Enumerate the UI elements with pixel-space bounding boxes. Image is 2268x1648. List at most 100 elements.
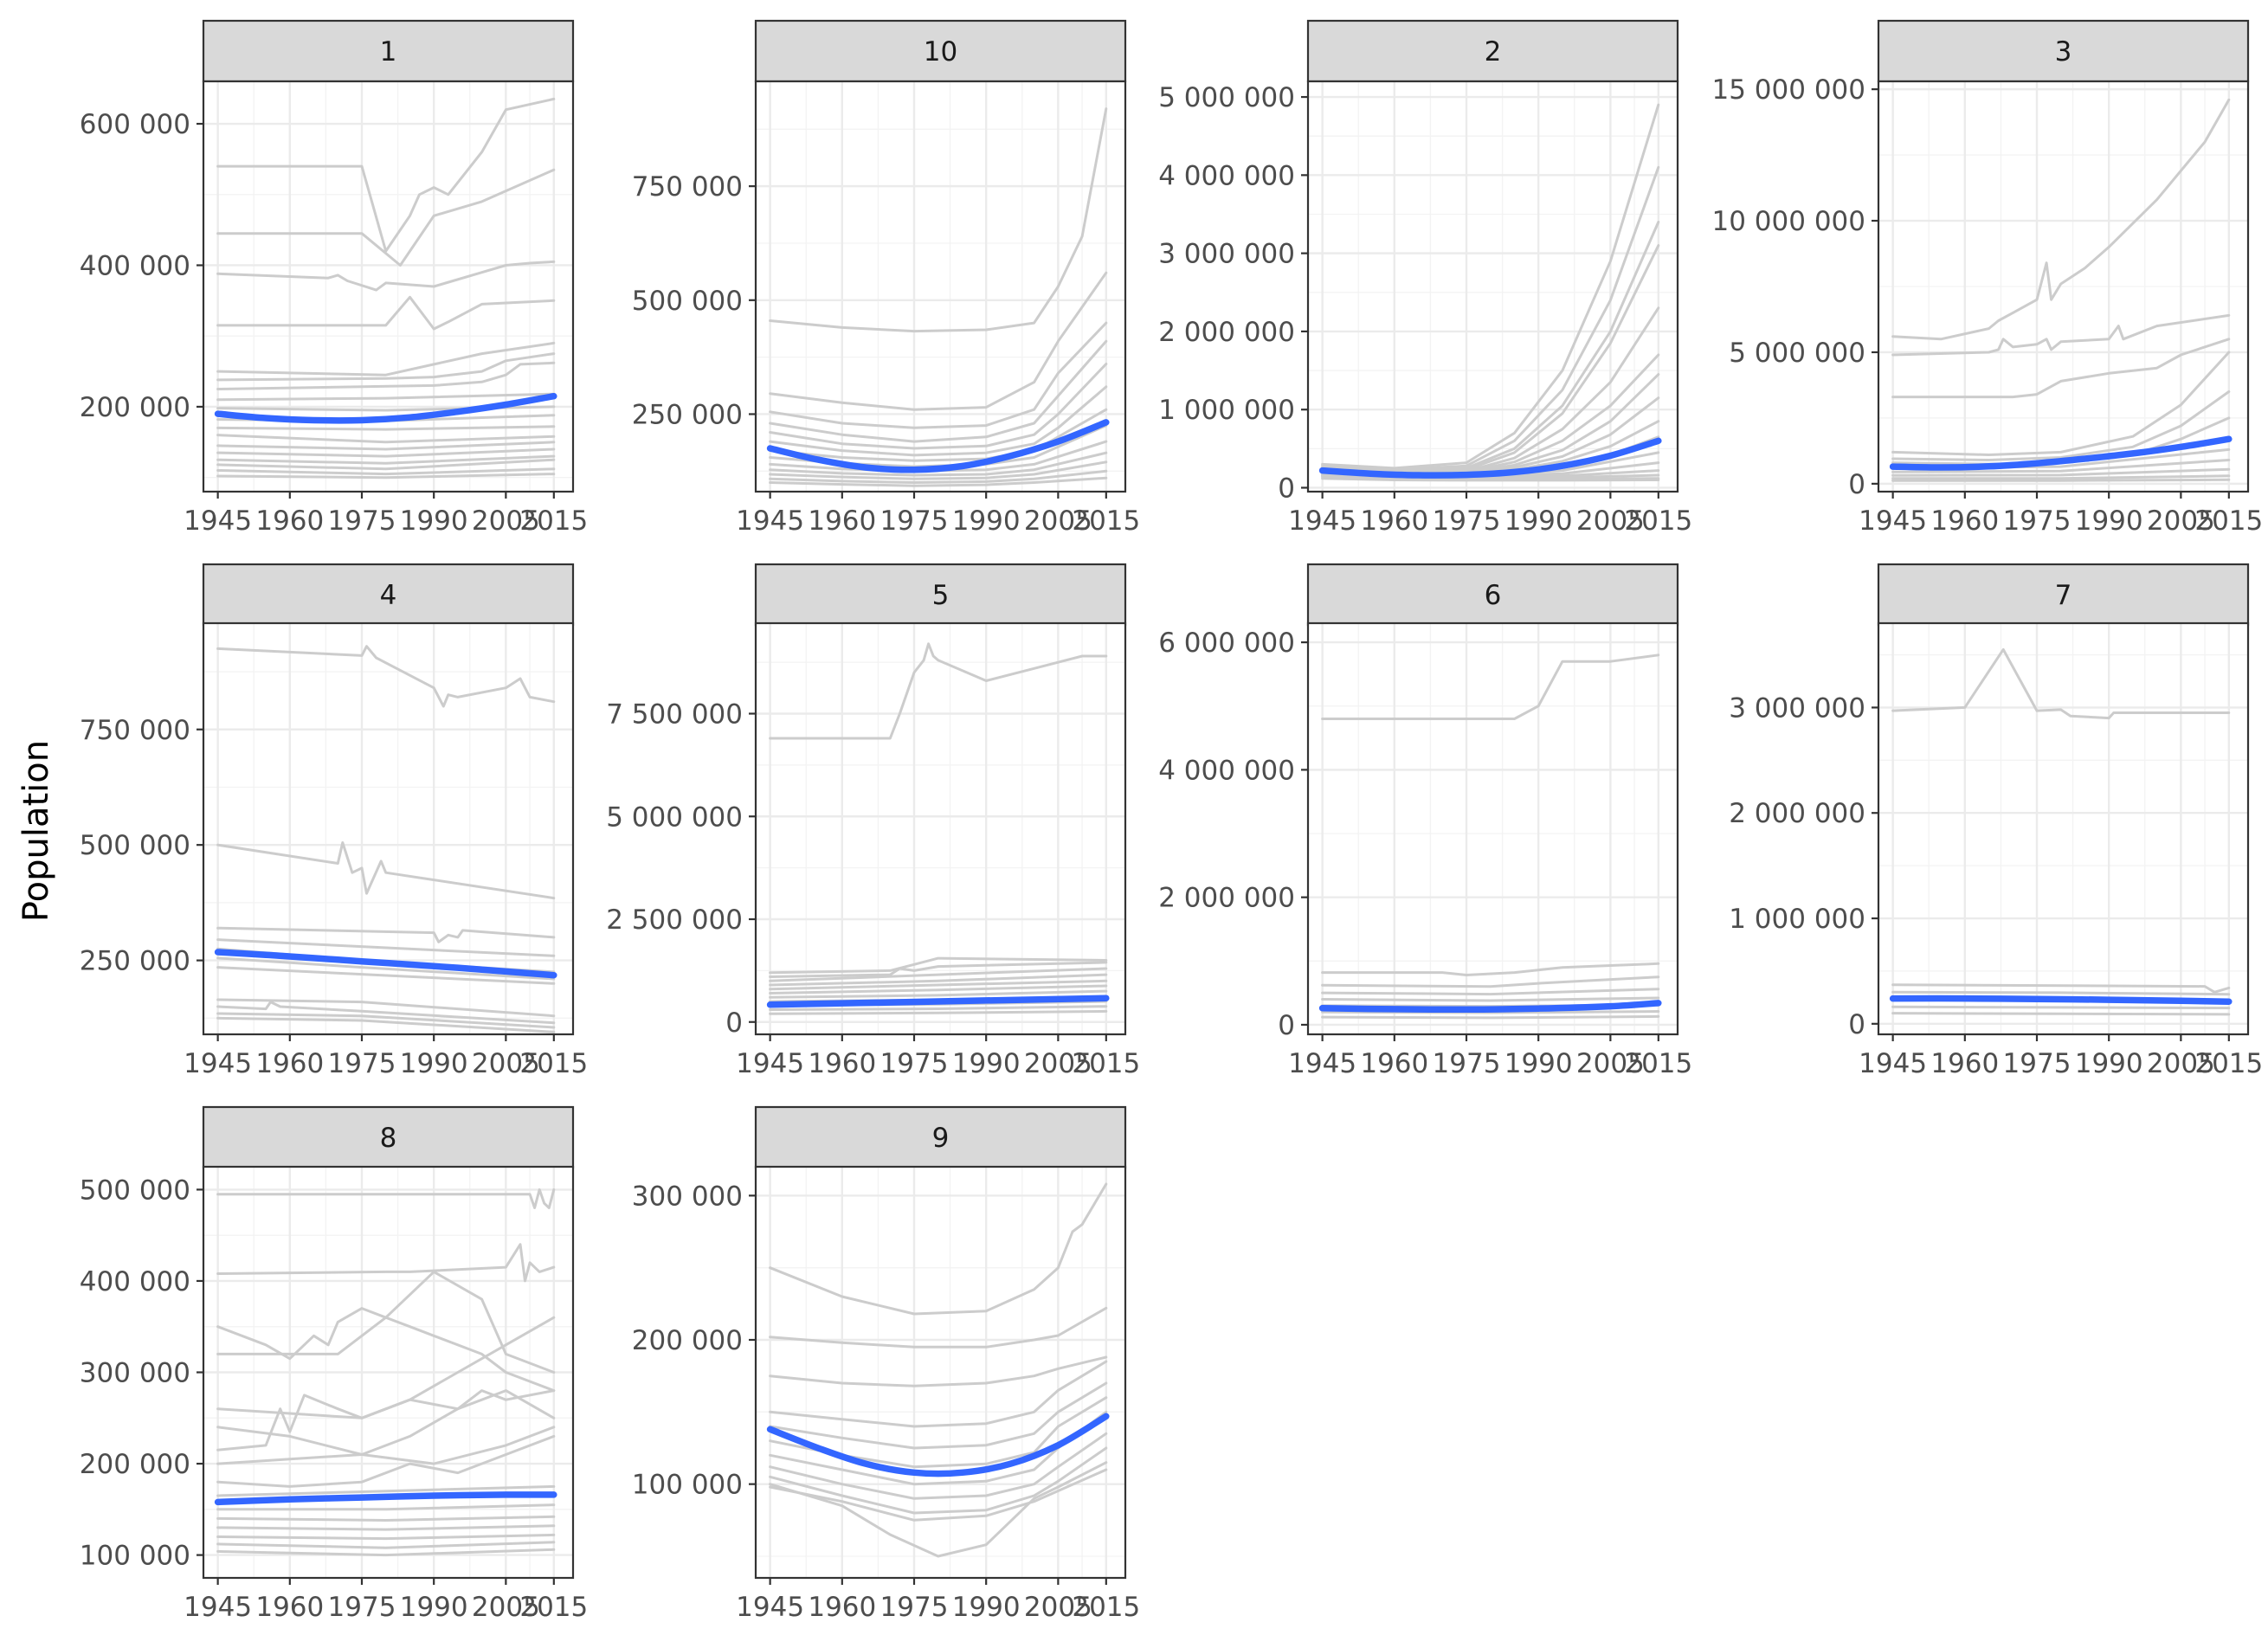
x-tick-label: 1960: [255, 1048, 324, 1079]
series-line: [216, 966, 556, 985]
series-lines: [766, 642, 1110, 1015]
panel-border: [1306, 621, 1679, 1036]
x-tick-label: 1945: [184, 1048, 252, 1079]
series-line: [216, 441, 556, 451]
facet-strip: [202, 19, 575, 83]
smooth-trend-line: [214, 392, 557, 424]
facet-strip: [1877, 19, 2250, 83]
series-line: [216, 1016, 556, 1033]
y-tick-label: 2 000 000: [1158, 317, 1295, 348]
x-tick-label: 2015: [1624, 1048, 1692, 1079]
panel-background: [1878, 623, 2248, 1034]
series-line: [216, 1243, 556, 1283]
x-tick-label: 1990: [400, 1048, 468, 1079]
facet-strip-label: 6: [1485, 580, 1502, 611]
smooth-trend-line: [214, 949, 557, 979]
series-line: [1891, 338, 2231, 399]
y-tick-label: 100 000: [632, 1470, 743, 1501]
panel-border: [1877, 80, 2250, 493]
y-tick-label: 2 000 000: [1729, 798, 1865, 829]
x-tick-label: 2015: [519, 1592, 588, 1623]
y-tick-label: 6 000 000: [1158, 628, 1295, 659]
series-line: [769, 451, 1108, 477]
x-tick-label: 1945: [184, 505, 252, 537]
series-lines: [1318, 103, 1662, 482]
series-line: [216, 473, 556, 480]
y-tick-label: 200 000: [80, 1449, 190, 1480]
y-tick-label: 0: [1848, 469, 1865, 500]
panel-border: [202, 80, 575, 493]
facet-strip: [1306, 563, 1679, 627]
series-line: [216, 956, 556, 981]
series-line: [769, 1005, 1108, 1011]
facet-strip-label: 3: [2055, 36, 2072, 68]
smooth-trend-line: [1318, 1000, 1662, 1014]
series-line: [216, 1426, 556, 1465]
series-line: [769, 363, 1108, 450]
x-tick-label: 2015: [2194, 505, 2263, 537]
series-line: [216, 841, 556, 900]
series-line: [216, 1012, 556, 1029]
series-line: [769, 1461, 1108, 1558]
y-tick-label: 3 000 000: [1158, 239, 1295, 270]
x-tick-label: 1960: [808, 505, 876, 537]
x-tick-label: 1945: [1288, 505, 1356, 537]
series-line: [1321, 103, 1660, 470]
x-tick-label: 1960: [255, 505, 324, 537]
x-tick-label: 1975: [1433, 505, 1501, 537]
panel-border: [202, 621, 575, 1036]
series-line: [769, 476, 1108, 487]
x-tick-label: 1975: [2003, 505, 2071, 537]
y-tick-label: 400 000: [80, 250, 190, 281]
x-tick-label: 2005: [1024, 1048, 1092, 1079]
series-line: [769, 339, 1108, 443]
series-line: [216, 447, 556, 458]
series-line: [216, 1316, 556, 1452]
x-tick-label: 1945: [1859, 1048, 1927, 1079]
smooth-trend-line: [766, 995, 1110, 1008]
x-tick-label: 2015: [1072, 1592, 1140, 1623]
y-tick-label: 100 000: [80, 1541, 190, 1572]
series-line: [1321, 1010, 1660, 1014]
gridlines: [1878, 623, 2248, 1034]
series-line: [216, 1389, 556, 1465]
y-tick-label: 0: [725, 1007, 743, 1039]
y-tick-label: 5 000 000: [1729, 338, 1865, 369]
x-tick-label: 1975: [2003, 1048, 2071, 1079]
series-line: [1891, 459, 2231, 473]
series-line: [769, 1355, 1108, 1387]
x-tick-label: 1945: [184, 1592, 252, 1623]
y-tick-label: 250 000: [80, 946, 190, 977]
y-tick-label: 400 000: [80, 1266, 190, 1297]
x-tick-label: 1990: [2075, 1048, 2143, 1079]
y-tick-label: 200 000: [632, 1325, 743, 1356]
gridlines: [756, 623, 1125, 1034]
smooth-trend-line: [766, 419, 1110, 473]
series-line: [769, 460, 1108, 480]
series-line: [216, 168, 556, 267]
series-lines: [214, 1188, 557, 1557]
series-line: [769, 107, 1108, 333]
facet-strip: [202, 563, 575, 627]
y-tick-label: 500 000: [632, 286, 743, 317]
series-line: [1321, 1014, 1660, 1020]
series-line: [1891, 983, 2231, 994]
series-line: [216, 1524, 556, 1531]
facet-strip-label: 2: [1485, 36, 1502, 68]
x-tick-label: 2015: [519, 1048, 588, 1079]
smooth-trend-line: [1889, 435, 2233, 471]
x-tick-label: 1945: [736, 1048, 804, 1079]
x-tick-label: 2015: [1624, 505, 1692, 537]
facet-strip-label: 4: [380, 580, 397, 611]
x-tick-label: 1945: [736, 505, 804, 537]
series-line: [769, 967, 1108, 982]
x-tick-label: 2015: [519, 505, 588, 537]
x-tick-label: 1945: [736, 1592, 804, 1623]
series-lines: [214, 97, 557, 480]
series-line: [769, 1360, 1108, 1428]
x-tick-label: 1960: [808, 1048, 876, 1079]
series-line: [216, 454, 556, 465]
